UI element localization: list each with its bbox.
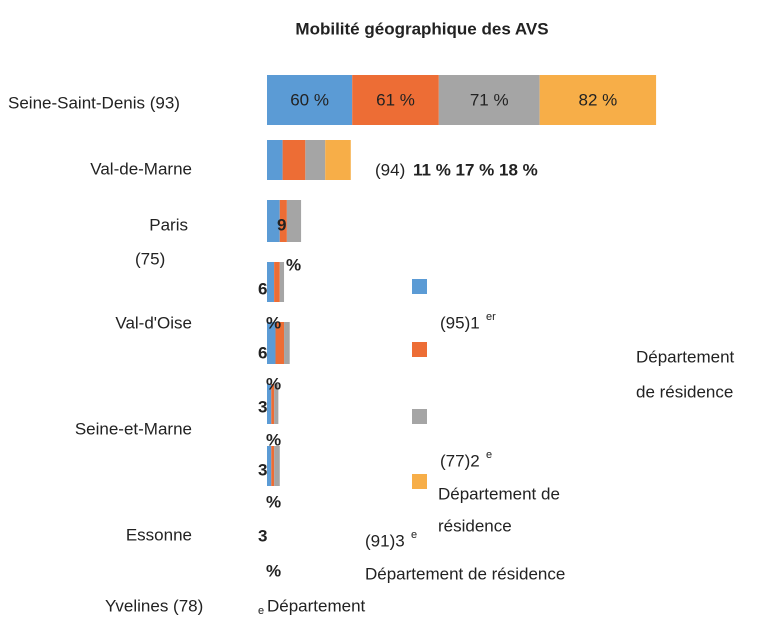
annotation: % [266,313,281,332]
data-label: 60 % [290,90,329,109]
category-label: Yvelines (78) [105,596,203,615]
category-label: Essonne [126,525,192,544]
bar-segment [325,140,351,180]
bar-segment [279,200,287,242]
annotation: Département [267,596,366,615]
bar-segment [274,446,280,486]
annotation: Département de résidence [365,564,565,583]
annotation: e [486,449,492,461]
bar-segment [352,75,439,125]
annotation: 6 [258,343,267,362]
bar-segment [267,446,272,486]
legend-swatch [412,342,427,357]
category-label: Seine-et-Marne [75,419,192,438]
legend-swatch [412,279,427,294]
category-label: Paris [149,215,188,234]
annotation: résidence [438,516,512,535]
data-label: 61 % [376,90,415,109]
bar-segment [274,384,279,424]
bar-segment [275,322,285,364]
bar-segment [267,322,276,364]
bar-segment [305,140,326,180]
category-label: Val-d'Oise [115,313,192,332]
data-label: 82 % [578,90,617,109]
bar-segment [267,140,283,180]
annotation: Département [636,347,735,366]
category-label: Val-de-Marne [90,159,192,178]
bar-segment [539,75,657,125]
annotation: e [258,605,264,617]
annotation: (77)2 [440,451,480,470]
annotation: 11 % 17 % 18 % [413,160,538,179]
annotation: 9 [277,215,286,234]
annotation: 6 [258,279,267,298]
legend-swatch [412,409,427,424]
bar-segment [271,446,275,486]
annotation: (94) [375,160,405,179]
annotation: (75) [135,249,165,268]
bar-segment [267,75,353,125]
annotation: 3 [258,526,267,545]
annotation: (91)3 [365,531,405,550]
bar-segment [286,200,302,242]
bar-segment [271,384,275,424]
annotation: % [286,255,301,274]
annotation: Département de [438,484,560,503]
bar-segment [267,384,272,424]
chart-title: Mobilité géographique des AVS [295,19,548,38]
annotation: % [266,492,281,511]
category-label: Seine-Saint-Denis (93) [8,93,180,112]
annotation: 3 [258,397,267,416]
data-label: 71 % [470,90,509,109]
bar-segment [279,262,285,302]
annotation: e [411,529,417,541]
bar-segment [284,322,290,364]
bar-segment [267,200,280,242]
annotation: er [486,311,496,323]
bar-segment [267,262,275,302]
bar-segment [438,75,540,125]
annotation: (95)1 [440,313,480,332]
annotation: % [266,430,281,449]
annotation: de résidence [636,382,733,401]
annotation: 3 [258,460,267,479]
annotation: % [266,374,281,393]
legend-swatch [412,474,427,489]
bar-segment [282,140,306,180]
bar-segment [274,262,280,302]
annotation: % [266,561,281,580]
